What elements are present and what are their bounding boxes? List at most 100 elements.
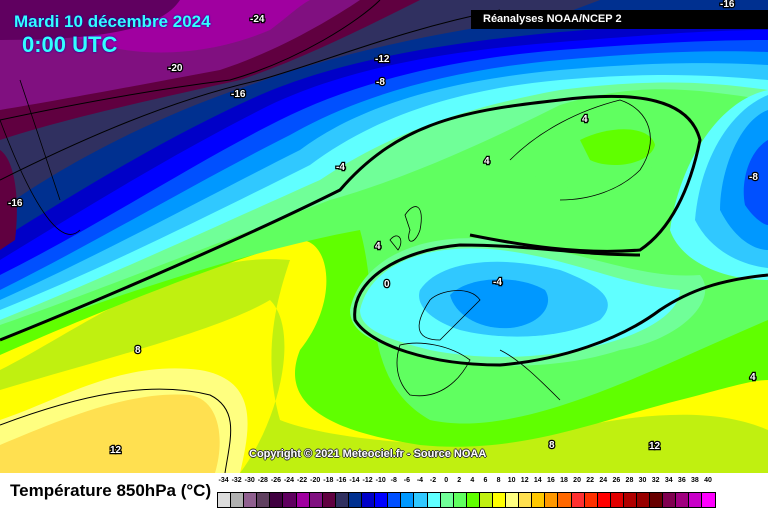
contour-label: -16	[8, 198, 23, 209]
coastlines	[0, 79, 651, 401]
scale-swatches	[217, 492, 716, 508]
contour-label: 0	[384, 279, 390, 290]
scale-swatch	[650, 493, 664, 507]
scale-tick-label: 12	[520, 477, 529, 484]
scale-swatch	[519, 493, 533, 507]
scale-swatch	[506, 493, 520, 507]
scale-tick-label: -16	[336, 477, 347, 484]
scale-swatch	[270, 493, 284, 507]
contour-label: -4	[336, 162, 345, 173]
contour-label: 4	[750, 372, 756, 383]
contour-label: 8	[135, 345, 141, 356]
contour-label: -16	[231, 89, 246, 100]
variable-title: Température 850hPa (°C)	[10, 481, 212, 500]
scale-swatch	[218, 493, 232, 507]
contour-label: -24	[250, 14, 265, 25]
scale-tick-label: 28	[625, 477, 634, 484]
scale-tick-label: 34	[664, 477, 673, 484]
contour-thin	[0, 0, 501, 473]
contour-label: 12	[649, 441, 661, 452]
scale-swatch	[492, 493, 507, 507]
color-scale: -34 -32 -30 -28 -26 -24 -22 -20 -18 -16 -14 -12 -10-…	[217, 477, 716, 508]
scale-swatch	[676, 493, 690, 507]
scale-ticks: -34 -32 -30 -28 -26 -24 -22 -20 -18 -16 -14 -12 -10-…	[217, 477, 716, 487]
scale-swatch	[702, 493, 715, 507]
scale-tick-label: -14	[349, 477, 360, 484]
contour-label: 4	[375, 241, 381, 252]
scale-tick-label: 30	[638, 477, 647, 484]
band-m24	[0, 0, 180, 40]
scale-swatch	[545, 493, 559, 507]
copyright-text: Copyright © 2021 Meteociel.fr - Source N…	[249, 448, 487, 460]
band-m16-left	[0, 150, 17, 250]
scale-swatch	[322, 493, 336, 507]
legend-footer: Température 850hPa (°C) -34 -32 -30 -28 -26-…	[0, 473, 768, 512]
scale-tick-label: 16	[546, 477, 555, 484]
scale-tick-label: -30	[244, 477, 255, 484]
scale-tick-label: 38	[691, 477, 699, 484]
contour-label: -8	[376, 77, 385, 88]
scale-tick-label: -34	[218, 477, 229, 484]
contour-label: 12	[110, 445, 122, 456]
contour-4	[0, 94, 702, 342]
scale-tick-label: 32	[651, 477, 660, 484]
scale-swatch	[427, 493, 441, 507]
scale-tick-label: -24	[283, 477, 295, 484]
scale-swatch	[309, 493, 323, 507]
cold-pool-m6	[450, 279, 549, 329]
contour-label: -16	[720, 0, 735, 10]
scale-swatch	[689, 493, 703, 507]
scale-swatch	[610, 493, 624, 507]
scale-swatch	[623, 493, 637, 507]
scale-tick-label: 6	[483, 477, 488, 484]
scale-swatch	[388, 493, 402, 507]
scale-tick-label: -4	[416, 477, 424, 484]
scale-tick-label: 18	[560, 477, 568, 484]
scale-swatch	[335, 493, 349, 507]
scale-tick-label: 10	[507, 477, 516, 484]
contour-labels: -24 -20 -16 -12 -8 -4 4 4 4 0 -4 8 12 8 …	[7, 0, 760, 457]
scale-swatch	[296, 493, 310, 507]
scale-swatch	[453, 493, 467, 507]
scale-tick-label: 22	[586, 477, 595, 484]
scale-swatch	[637, 493, 651, 507]
scale-tick-label: -2	[429, 477, 437, 484]
scale-swatch	[283, 493, 297, 507]
scale-tick-label: 14	[533, 477, 542, 484]
scale-tick-label: 26	[612, 477, 621, 484]
source-label: Réanalyses NOAA/NCEP 2	[471, 10, 768, 29]
contour-label: 4	[582, 114, 588, 125]
scale-swatch	[571, 493, 585, 507]
scale-tick-label: 4	[470, 477, 475, 484]
scale-swatch	[440, 493, 454, 507]
scale-tick-label: 24	[599, 477, 608, 484]
scale-swatch	[414, 493, 428, 507]
scale-tick-label: -8	[390, 477, 397, 484]
scale-tick-label: -26	[270, 477, 281, 484]
band-east-m8	[743, 140, 768, 225]
scale-tick-label: 20	[573, 477, 581, 484]
scale-tick-label: 0	[444, 477, 449, 484]
scale-swatch	[597, 493, 611, 507]
band-scandi-4	[580, 129, 655, 165]
contour-label: -4	[493, 277, 502, 288]
scale-swatch	[348, 493, 363, 507]
scale-tick-label: -32	[231, 477, 242, 484]
scale-tick-label: -12	[362, 477, 373, 484]
contour-label: 4	[484, 156, 490, 167]
scale-swatch	[375, 493, 389, 507]
contour-label: -12	[375, 54, 390, 65]
scale-swatch	[466, 493, 480, 507]
band-6	[0, 259, 768, 473]
scale-swatch	[401, 493, 415, 507]
scale-swatch	[231, 493, 245, 507]
scale-tick-label: 36	[677, 477, 686, 484]
scale-swatch	[584, 493, 598, 507]
scale-tick-label: -10	[375, 477, 386, 484]
contour-label: 8	[549, 440, 555, 451]
scale-swatch	[558, 493, 572, 507]
scale-swatch	[257, 493, 271, 507]
map-time: 0:00 UTC	[22, 32, 118, 57]
scale-tick-label: -6	[403, 477, 410, 484]
scale-swatch	[479, 493, 493, 507]
